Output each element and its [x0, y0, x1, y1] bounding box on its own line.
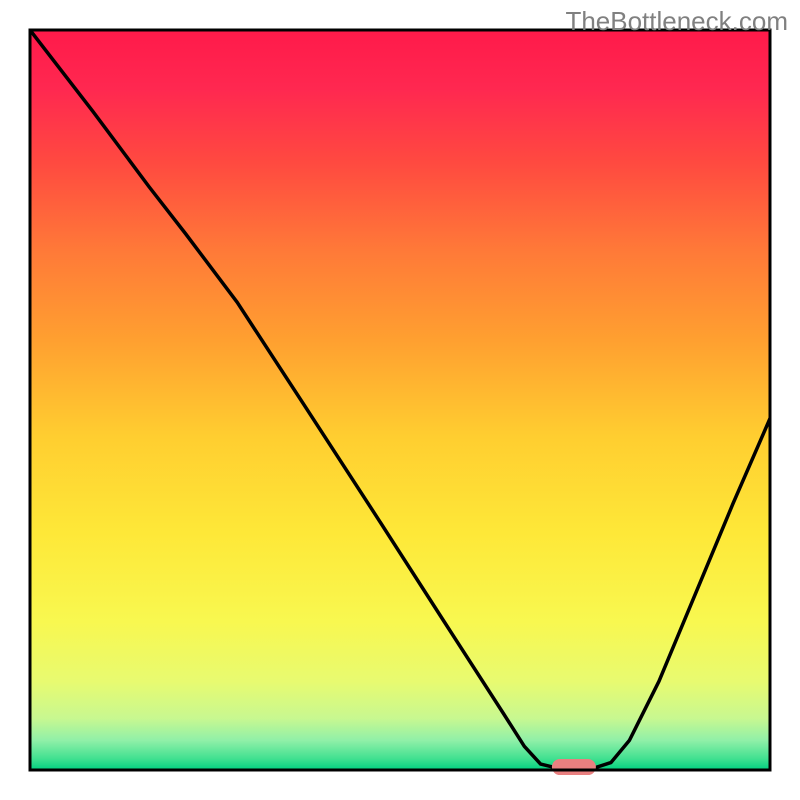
minimum-marker [552, 759, 596, 775]
chart-svg [0, 0, 800, 800]
watermark-text: TheBottleneck.com [565, 6, 788, 37]
chart-container: TheBottleneck.com [0, 0, 800, 800]
gradient-background [30, 30, 770, 770]
